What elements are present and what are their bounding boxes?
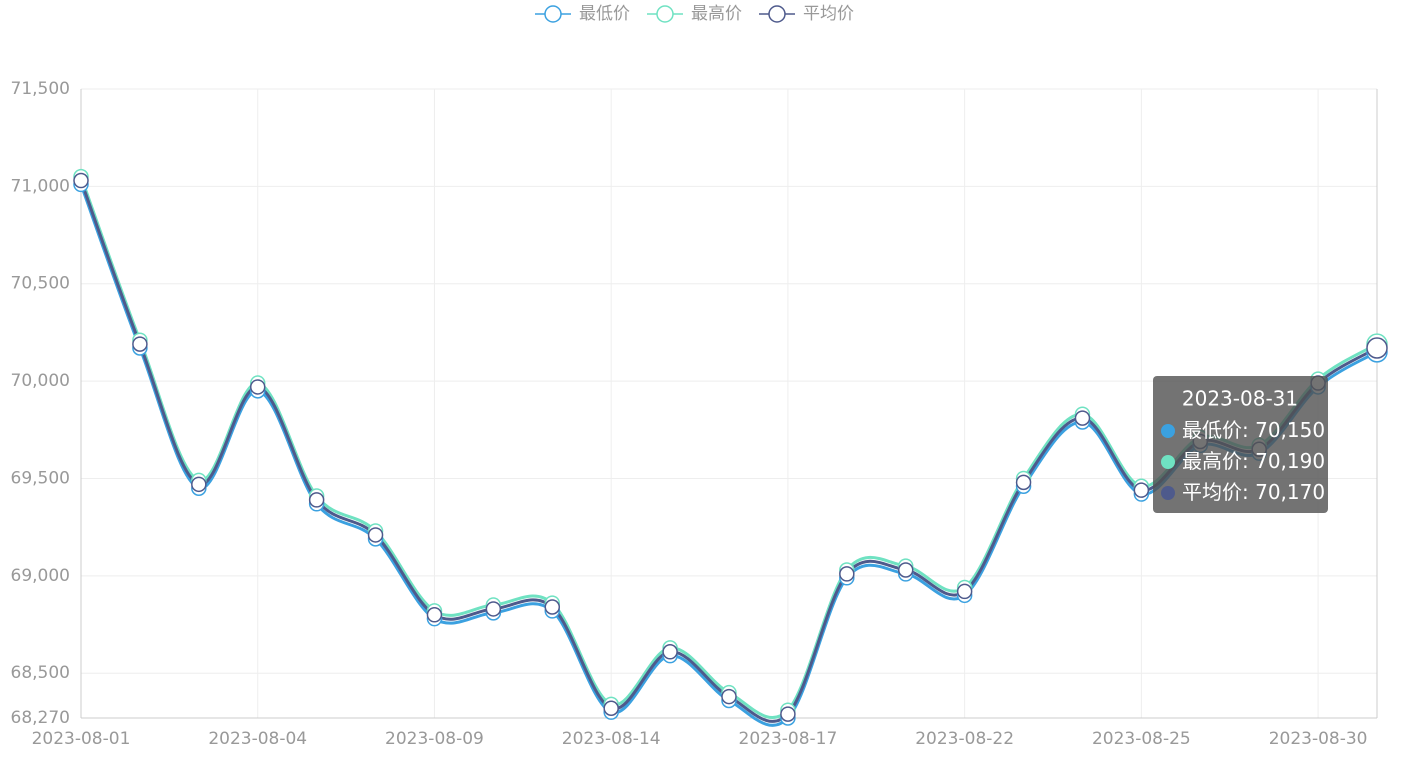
legend-icon [656, 5, 674, 23]
tooltip-title: 2023-08-31 [1182, 387, 1298, 411]
y-tick-label: 68,500 [11, 663, 70, 683]
point [249, 379, 266, 395]
tooltip-value: 70,150 [1255, 418, 1325, 442]
y-tick-label: 69,000 [11, 566, 70, 586]
point [485, 601, 502, 617]
legend-label: 最高价 [691, 4, 742, 24]
legend-icon [768, 5, 786, 23]
tooltip-series: 平均价 [1182, 480, 1242, 504]
point [839, 566, 855, 582]
tooltip-dot [1161, 486, 1175, 500]
y-tick-label: 69,500 [11, 468, 70, 488]
x-tick-label: 2023-08-17 [739, 729, 838, 749]
point [956, 583, 973, 600]
point [780, 706, 796, 722]
point [73, 172, 89, 189]
point [544, 599, 561, 615]
tooltip-row: 最低价: 70,150 [1182, 418, 1325, 442]
tooltip: 2023-08-31 最低价: 70,150 最高价: 70,190 平均价: 70,… [1153, 376, 1328, 513]
legend-label: 最低价 [579, 4, 630, 24]
point [1366, 337, 1388, 359]
y-tick-label: 70,500 [11, 274, 70, 294]
tooltip-value: 70,170 [1255, 480, 1325, 504]
point [662, 644, 678, 660]
point [367, 527, 384, 543]
point [1074, 410, 1091, 426]
point [1015, 474, 1032, 491]
tooltip-dot [1161, 424, 1175, 438]
x-tick-label: 2023-08-14 [562, 729, 661, 749]
point [1133, 482, 1150, 498]
x-tick-label: 2023-08-30 [1269, 729, 1368, 749]
x-tick-label: 2023-08-04 [208, 729, 307, 749]
tooltip-dot [1161, 455, 1175, 469]
y-tick-label: 68,270 [11, 708, 70, 728]
tooltip-box [1153, 376, 1328, 513]
y-tick-label: 71,000 [11, 176, 70, 196]
y-tick-label: 70,000 [11, 371, 70, 391]
point [897, 562, 914, 578]
legend-label: 平均价 [803, 4, 854, 24]
point [308, 492, 325, 508]
y-tick-label: 71,500 [11, 79, 70, 99]
x-tick-label: 2023-08-25 [1092, 729, 1191, 749]
x-tick-label: 2023-08-01 [32, 729, 131, 749]
point [603, 700, 619, 717]
point [132, 336, 148, 352]
tooltip-series: 最低价 [1182, 418, 1242, 442]
tooltip-series: 最高价 [1182, 449, 1242, 473]
x-tick-label: 2023-08-09 [385, 729, 484, 749]
point [191, 476, 207, 493]
tooltip-row: 最高价: 70,190 [1182, 449, 1325, 473]
tooltip-row: 平均价: 70,170 [1182, 480, 1325, 504]
tooltip-value: 70,190 [1255, 449, 1325, 473]
point [721, 688, 737, 705]
x-tick-label: 2023-08-22 [915, 729, 1014, 749]
legend-icon [544, 5, 562, 23]
point [426, 607, 443, 623]
